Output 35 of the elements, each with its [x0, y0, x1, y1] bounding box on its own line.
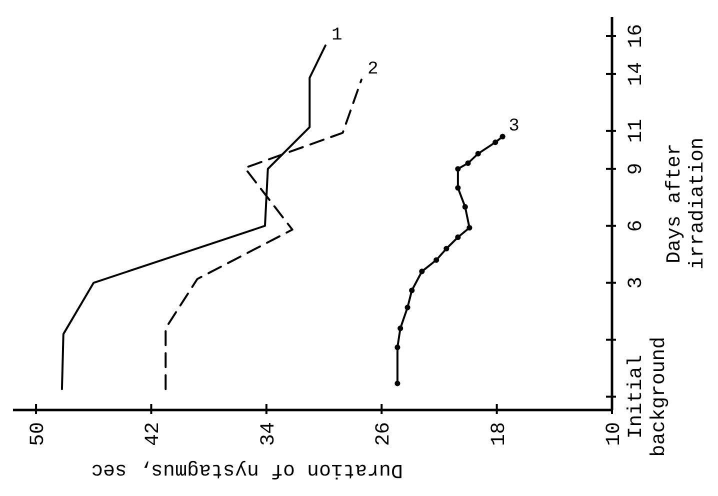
x-tick-label: 34	[257, 422, 280, 446]
point	[409, 288, 415, 294]
y2-tick-label: 9	[625, 162, 648, 175]
y2-tick-label: 16	[625, 24, 648, 48]
point	[444, 246, 450, 252]
y2-axis-title: Days after irradiation	[664, 137, 710, 270]
x-tick-label: 10	[603, 422, 626, 446]
y2-tick-label: 3	[625, 276, 648, 289]
x-tick-label: 26	[372, 422, 396, 446]
point	[492, 140, 498, 146]
point	[455, 166, 461, 172]
point	[394, 344, 400, 350]
point	[466, 224, 472, 231]
x-tick-label: 50	[27, 422, 50, 446]
point	[404, 304, 410, 310]
y2-tick-label: Initial background	[625, 336, 671, 457]
point	[419, 268, 425, 274]
point	[465, 160, 471, 166]
x-tick-label: 18	[488, 422, 511, 446]
point	[500, 134, 506, 140]
point	[475, 150, 481, 156]
point	[455, 185, 461, 191]
y2-tick-label: 6	[625, 220, 648, 232]
point	[398, 326, 404, 332]
point	[434, 257, 440, 263]
point	[394, 380, 400, 386]
y2-tick-label: 11	[625, 118, 648, 143]
series-label: 3	[508, 116, 520, 137]
x-tick-label: 42	[142, 422, 166, 446]
series-label: 2	[367, 60, 378, 80]
y2-tick-label: 14	[625, 62, 648, 86]
point	[455, 234, 461, 240]
point	[462, 204, 468, 210]
x-axis-title: Duration of nystagmus, sec	[90, 458, 404, 481]
series-label: 1	[331, 25, 342, 46]
